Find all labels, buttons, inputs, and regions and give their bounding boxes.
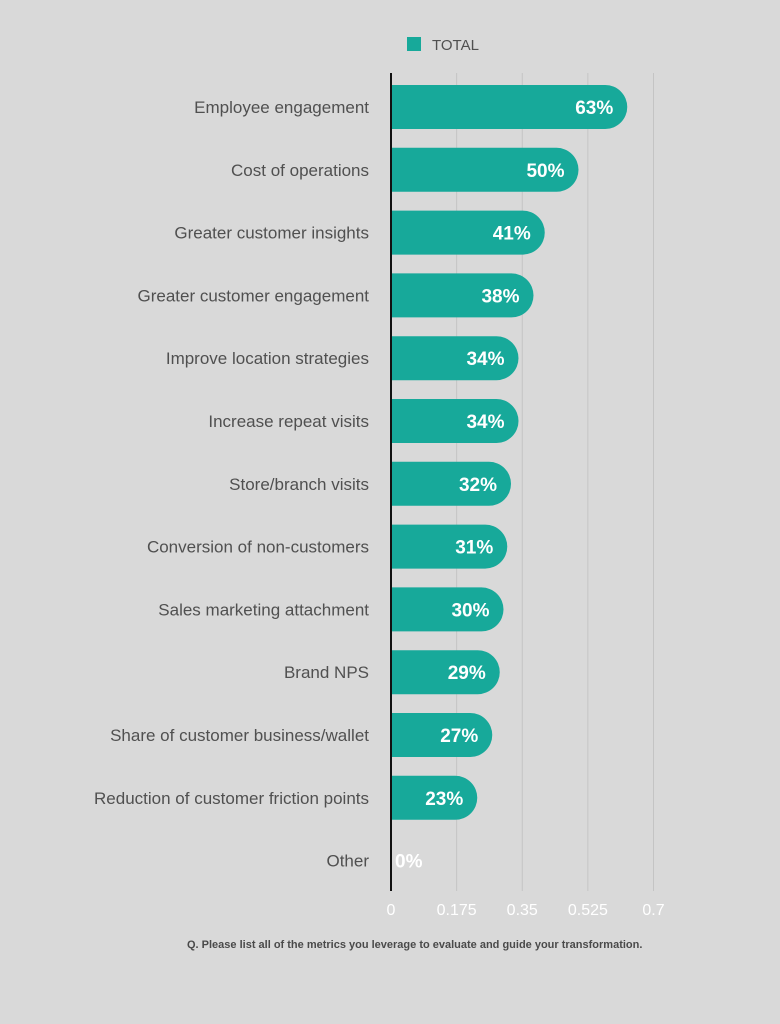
- bar-11: [391, 775, 478, 820]
- category-label-2: Greater customer insights: [174, 224, 369, 243]
- x-tick-label-4: 0.7: [642, 902, 664, 919]
- bar-value-label-5: 34%: [466, 412, 504, 433]
- category-labels: Employee engagement Cost of operations Gre…: [94, 98, 369, 871]
- bar-10: [391, 713, 493, 757]
- bar-value-label-12: 0%: [395, 852, 423, 873]
- category-label-4: Improve location strategies: [166, 349, 369, 368]
- bar-1: [391, 147, 579, 192]
- category-label-10: Share of customer business/wallet: [110, 726, 369, 745]
- bar-value-label-4: 34%: [466, 349, 504, 370]
- bar-8: [391, 587, 504, 632]
- bar-value-label-9: 29%: [448, 663, 486, 684]
- bar-6: [391, 461, 512, 506]
- bar-value-label-0: 63%: [575, 98, 613, 119]
- bar-value-label-10: 27%: [440, 726, 478, 747]
- chart-legend: TOTAL: [407, 37, 479, 54]
- bar-value-label-3: 38%: [481, 286, 519, 307]
- bar-7: [391, 524, 508, 569]
- category-label-12: Other: [326, 852, 369, 871]
- bar-9: [391, 650, 500, 695]
- category-label-6: Store/branch visits: [229, 475, 369, 494]
- category-label-8: Sales marketing attachment: [158, 600, 369, 619]
- category-label-1: Cost of operations: [231, 161, 369, 180]
- x-tick-label-0: 0: [387, 902, 396, 919]
- bar-value-label-2: 41%: [493, 224, 531, 245]
- bar-value-label-1: 50%: [526, 161, 564, 182]
- x-tick-label-2: 0.35: [507, 902, 538, 919]
- bar-4: [391, 336, 519, 381]
- legend-label-total: TOTAL: [432, 37, 479, 54]
- bar-5: [391, 399, 519, 443]
- category-label-11: Reduction of customer friction points: [94, 789, 369, 808]
- x-axis-ticks: 0 0.175 0.35 0.525 0.7: [387, 902, 665, 919]
- category-label-3: Greater customer engagement: [137, 286, 369, 305]
- bar-2: [391, 210, 545, 255]
- x-tick-label-3: 0.525: [568, 902, 608, 919]
- bar-value-label-7: 31%: [455, 538, 493, 559]
- bars: [391, 85, 628, 820]
- bar-0: [391, 85, 628, 129]
- x-tick-label-1: 0.175: [437, 902, 477, 919]
- category-label-0: Employee engagement: [194, 98, 369, 117]
- category-label-5: Increase repeat visits: [208, 412, 369, 431]
- legend-swatch-total: [407, 37, 421, 51]
- bar-value-labels: 63% 50% 41% 38% 34% 34% 32% 31% 30% 29% 27% 23% 0%: [395, 98, 613, 873]
- bar-3: [391, 273, 534, 318]
- category-label-7: Conversion of non-customers: [147, 538, 369, 557]
- category-label-9: Brand NPS: [284, 663, 369, 682]
- bar-value-label-11: 23%: [425, 789, 463, 810]
- bar-value-label-8: 30%: [451, 600, 489, 621]
- survey-question-footnote: Q. Please list all of the metrics you le…: [187, 939, 643, 951]
- bar-value-label-6: 32%: [459, 475, 497, 496]
